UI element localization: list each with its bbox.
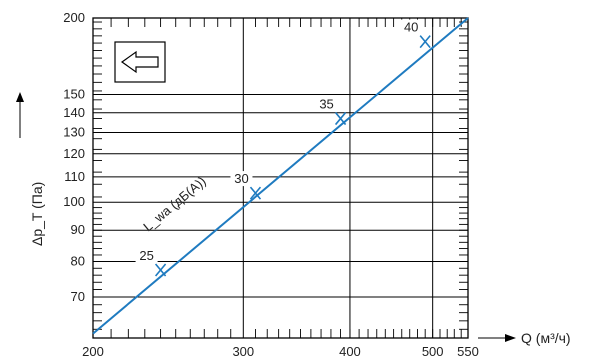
lwa-mark-label: 40 bbox=[404, 20, 418, 35]
y-tick-label: 70 bbox=[71, 289, 85, 304]
x-tick-label: 300 bbox=[232, 344, 254, 359]
lwa-mark-cross bbox=[249, 186, 262, 200]
lwa-mark-label-bg bbox=[135, 247, 158, 263]
series-layer bbox=[92, 17, 469, 335]
y-tick-label: 80 bbox=[71, 254, 85, 269]
y-axis-arrow-icon bbox=[16, 92, 24, 102]
lwa-label: L_wa (дБ(A)) bbox=[140, 173, 208, 234]
plot-frame bbox=[92, 17, 469, 339]
lwa-marks: 25 30 35 40 bbox=[135, 19, 431, 277]
lwa-mark-label-bg bbox=[400, 19, 423, 35]
x-tick-label: 550 bbox=[457, 344, 479, 359]
y-axis-title-group: Δp_T (Па) bbox=[16, 92, 45, 246]
lwa-mark-label-bg bbox=[315, 96, 338, 112]
y-axis-title: Δp_T (Па) bbox=[29, 182, 45, 246]
lwa-mark-label: 25 bbox=[139, 248, 153, 263]
lwa-mark-cross bbox=[419, 35, 431, 49]
lwa-mark-label: 35 bbox=[319, 97, 333, 112]
lwa-mark-label: 30 bbox=[234, 171, 248, 186]
lwa-mark-label-bg bbox=[230, 171, 253, 187]
y-tick-label: 200 bbox=[63, 10, 85, 25]
y-tick-label: 150 bbox=[63, 86, 85, 101]
x-axis-title: Q (м³/ч) bbox=[521, 330, 571, 346]
y-tick-label: 100 bbox=[63, 194, 85, 209]
lwa-mark-cross bbox=[154, 263, 167, 277]
y-tick-labels: 70 80 90 100 110 120 130 140 150 200 bbox=[63, 10, 85, 304]
x-tick-label: 500 bbox=[422, 344, 444, 359]
y-tick-label: 130 bbox=[63, 124, 85, 139]
major-grid bbox=[92, 17, 469, 339]
left-arrow-box-icon bbox=[114, 41, 166, 83]
x-tick-label: 400 bbox=[339, 344, 361, 359]
y-tick-label: 110 bbox=[64, 169, 85, 184]
y-tick-label: 140 bbox=[63, 105, 85, 120]
y-tick-label: 90 bbox=[71, 222, 85, 237]
x-axis-arrow-icon bbox=[505, 334, 516, 342]
x-axis-title-group: Q (м³/ч) bbox=[478, 330, 571, 346]
y-tick-label: 120 bbox=[63, 146, 85, 161]
x-tick-labels: 200 300 400 500 550 bbox=[82, 344, 479, 359]
lwa-mark-cross bbox=[334, 112, 347, 126]
series-line bbox=[92, 17, 469, 335]
x-tick-label: 200 bbox=[82, 344, 104, 359]
